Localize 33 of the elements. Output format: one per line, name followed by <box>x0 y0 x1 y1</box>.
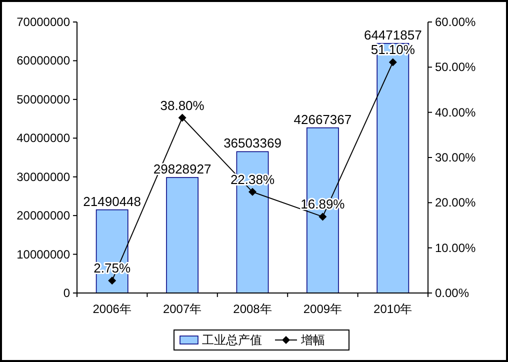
x-tick-label: 2006年 <box>92 302 132 316</box>
y-tick-label: 30000000 <box>16 170 70 184</box>
y-tick-label: 0 <box>63 286 70 300</box>
legend-label: 增幅 <box>300 333 325 347</box>
point <box>388 58 397 66</box>
point <box>318 212 327 221</box>
y2-tick-label: 0.00% <box>435 286 470 300</box>
y2-tick-label: 40.00% <box>435 105 476 120</box>
y2-tick-label: 20.00% <box>435 196 476 210</box>
x-tick-label: 2009年 <box>303 302 342 316</box>
y-tick-label: 20000000 <box>16 208 70 223</box>
point <box>178 114 186 122</box>
y2-tick-label: 10.00% <box>435 240 476 255</box>
point <box>108 276 116 285</box>
x-tick-label: 2010年 <box>374 302 412 316</box>
point <box>248 188 256 196</box>
y-tick-label: 10000000 <box>16 247 70 262</box>
bar <box>166 177 198 294</box>
y-tick-label: 40000000 <box>16 131 70 146</box>
data-label: 38.80% <box>160 98 205 113</box>
y-tick-label: 70000000 <box>16 15 70 29</box>
y2-tick-label: 60.00% <box>435 15 476 29</box>
y2-tick-label: 30.00% <box>435 150 476 164</box>
data-label: 21490448 <box>83 194 142 209</box>
x-tick-label: 2008年 <box>233 302 272 316</box>
y2-tick-label: 50.00% <box>435 60 476 74</box>
y-tick-label: 50000000 <box>16 92 70 106</box>
x-tick-label: 2007年 <box>162 302 202 316</box>
y-tick-label: 60000000 <box>16 54 70 68</box>
legend-label: 工业总产值 <box>202 333 262 347</box>
data-label: 42667367 <box>294 112 352 127</box>
data-label: 36503369 <box>224 136 282 151</box>
data-label: 64471857 <box>364 27 422 42</box>
